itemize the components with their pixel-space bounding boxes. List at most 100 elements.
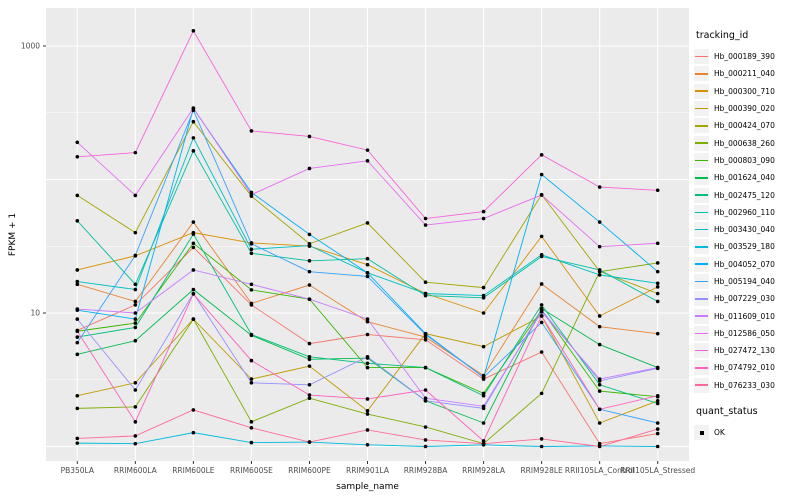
x-tick-label: RRIM600LE <box>172 466 215 475</box>
legend-item: Hb_004052_070 <box>694 256 800 273</box>
data-point <box>365 412 370 416</box>
data-point <box>655 331 660 336</box>
data-point <box>365 397 370 401</box>
legend-item: Hb_005194_040 <box>694 273 800 290</box>
legend-item-label: Hb_000803_090 <box>714 155 775 165</box>
legend-item-label: Hb_000424_070 <box>714 121 775 131</box>
legend-title-tracking-id: tracking_id <box>696 30 749 41</box>
data-point <box>133 193 138 198</box>
data-point <box>249 420 254 424</box>
data-point <box>655 444 660 449</box>
data-point <box>365 409 370 413</box>
legend-item: Hb_000424_070 <box>694 117 800 134</box>
data-point <box>75 352 80 357</box>
swatch-line <box>695 367 708 369</box>
legend-item-label: Hb_000300_710 <box>714 86 775 96</box>
x-tick-label: PB350LA <box>61 466 95 475</box>
data-point <box>539 193 544 197</box>
swatch-line <box>695 194 708 196</box>
data-point <box>365 274 370 279</box>
data-point <box>423 216 428 221</box>
data-point <box>75 219 80 223</box>
line-swatch-icon <box>694 239 709 255</box>
line-swatch-icon <box>694 170 709 186</box>
x-tick-label: RRIM928LE <box>520 466 563 475</box>
swatch-line <box>695 55 708 58</box>
legend-item-label: Hb_004052_070 <box>714 259 775 269</box>
data-point <box>597 389 602 393</box>
data-point <box>249 247 254 252</box>
data-point <box>133 388 138 392</box>
line-swatch-icon <box>694 343 709 359</box>
data-point <box>191 28 196 33</box>
legend-item: Hb_007229_030 <box>694 290 800 307</box>
data-point <box>133 321 138 325</box>
data-point <box>655 398 660 403</box>
data-point <box>133 405 138 409</box>
data-point <box>191 106 196 110</box>
data-point <box>655 261 660 265</box>
line-swatch-icon <box>694 325 709 341</box>
data-point <box>655 188 660 193</box>
data-point <box>75 335 80 339</box>
data-point <box>307 134 312 139</box>
data-point <box>307 396 312 401</box>
legend-item-label: Hb_011609_010 <box>714 311 775 321</box>
swatch-line <box>695 90 708 93</box>
legend-item: Hb_001624_040 <box>694 169 800 186</box>
line-swatch-icon <box>694 66 709 82</box>
legend-item-ok: OK <box>694 424 800 441</box>
legend-item-label: Hb_002960_110 <box>714 207 775 217</box>
data-point <box>133 317 138 321</box>
data-point <box>539 350 544 354</box>
data-point <box>307 269 312 274</box>
data-point <box>655 365 660 370</box>
data-point <box>133 299 138 304</box>
data-point <box>133 311 138 315</box>
line-swatch-icon <box>694 204 709 220</box>
legend-item-label: Hb_000390_020 <box>714 104 775 114</box>
data-point <box>133 381 138 385</box>
data-point <box>539 153 544 157</box>
data-point <box>191 149 196 153</box>
legend-item: Hb_000638_260 <box>694 134 800 151</box>
swatch-line <box>695 315 708 317</box>
line-swatch-icon <box>694 308 709 324</box>
legend-item-label: Hb_001624_040 <box>714 173 775 183</box>
data-point <box>307 243 312 248</box>
line-swatch-icon <box>694 222 709 238</box>
data-point <box>191 220 196 224</box>
data-point <box>365 159 370 163</box>
data-point <box>307 364 312 368</box>
x-tick-label: RRIM600SE <box>230 466 273 475</box>
data-point <box>539 314 544 318</box>
data-point <box>249 381 254 385</box>
data-point <box>249 282 254 287</box>
data-point <box>249 288 254 292</box>
data-point <box>191 245 196 250</box>
legend: tracking_id Hb_000189_390 Hb_000211_040 Hb_… <box>694 30 800 441</box>
swatch-line <box>695 176 708 179</box>
data-point <box>597 444 602 449</box>
legend-item: Hb_000189_390 <box>694 48 800 65</box>
data-point <box>655 431 660 436</box>
data-point <box>365 271 370 275</box>
swatch-line <box>695 107 708 110</box>
data-point <box>307 232 312 237</box>
quant-status-block: quant_status OK <box>694 406 800 441</box>
data-point <box>597 342 602 347</box>
data-point <box>597 382 602 387</box>
data-point <box>75 282 80 287</box>
legend-item: Hb_074792_010 <box>694 359 800 376</box>
swatch-line <box>695 142 708 144</box>
x-tick-label: RRIM600LA <box>114 466 158 475</box>
data-point <box>423 398 428 403</box>
data-point <box>597 314 602 318</box>
data-point <box>133 441 138 446</box>
line-swatch-icon <box>694 101 709 117</box>
data-point <box>249 440 254 445</box>
point-swatch-icon <box>694 425 709 441</box>
data-point <box>597 244 602 249</box>
data-point <box>481 285 486 290</box>
